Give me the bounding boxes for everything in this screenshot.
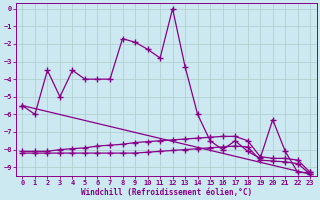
X-axis label: Windchill (Refroidissement éolien,°C): Windchill (Refroidissement éolien,°C) [81,188,252,197]
